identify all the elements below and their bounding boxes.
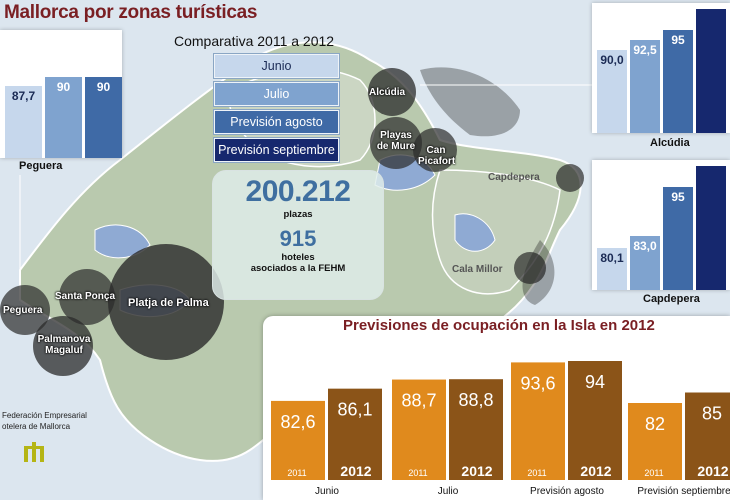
bar-2012-3	[685, 392, 730, 480]
hoteles-value: 915	[279, 226, 317, 251]
panel-title-capdepera: Capdepera	[643, 293, 700, 305]
zone-circle-peguera	[0, 285, 50, 335]
category-label-0: Junio	[315, 486, 339, 497]
federation-line2: otelera de Mallorca	[2, 422, 71, 431]
zone-label-playas-de-muro: Playas de Mure	[376, 130, 416, 152]
zone-label-alcudia: Alcúdia	[369, 87, 406, 98]
comparison-subtitle: Comparativa 2011 a 2012	[174, 33, 335, 49]
category-label-2: Previsión agosto	[530, 486, 604, 497]
zone-label-santa-ponca: Santa Ponça	[55, 291, 116, 302]
zone-circle-can-picafort	[413, 128, 457, 172]
zone-label-capdepera: Capdepera	[488, 172, 540, 183]
bar-2011-0	[271, 400, 325, 480]
federation-logo	[24, 442, 44, 462]
bar-agosto: 90	[84, 77, 122, 158]
bar-junio: 87,7	[4, 86, 42, 158]
bar-junio: 80,1	[596, 248, 627, 290]
value-label-2012-3: 85	[702, 404, 722, 424]
region-blue-3	[94, 224, 151, 259]
year-label-2012-3: 2012	[697, 463, 728, 479]
year-label-2011-0: 2011	[287, 468, 306, 478]
bar-agosto: 95	[662, 187, 693, 290]
value-label-2011-1: 88,7	[401, 391, 436, 411]
zone-circle-cala-millor	[514, 252, 546, 284]
panel-alcudia: 90,0 92,5 95	[592, 3, 730, 133]
bar-2011-2	[511, 362, 565, 480]
federation-name: Federación Empresarial otelera de Mallor…	[2, 410, 87, 432]
zone-label-peguera: Peguera	[3, 305, 43, 316]
bar-2011-1	[392, 379, 446, 480]
bar-2012-1	[449, 379, 503, 480]
value-label-2011-2: 93,6	[520, 373, 555, 393]
year-label-2012-2: 2012	[580, 463, 611, 479]
panel-title-alcudia: Alcúdia	[650, 137, 690, 149]
year-label-2011-2: 2011	[527, 468, 546, 478]
region-blue-2	[454, 213, 496, 252]
legend: Junio Julio Previsión agosto Previsión s…	[214, 54, 339, 166]
legend-item-septiembre: Previsión septiembre	[214, 138, 339, 162]
zone-circle-palmanova	[33, 316, 93, 376]
category-label-1: Julio	[438, 486, 459, 497]
page-title: Mallorca por zonas turísticas	[4, 2, 258, 23]
value-label-2012-2: 94	[585, 372, 605, 392]
panel-capdepera: 80,1 83,0 95	[592, 160, 730, 290]
bar-agosto: 95	[662, 30, 693, 133]
federation-line1: Federación Empresarial	[2, 411, 87, 420]
zone-circle-playas-de-muro	[370, 117, 422, 169]
zone-label-cala-millor: Cala Millor	[452, 264, 503, 275]
year-label-2012-1: 2012	[461, 463, 492, 479]
bar-julio: 90	[44, 77, 82, 158]
zone-circle-capdepera	[556, 164, 584, 192]
bar-2011-3	[628, 403, 682, 480]
bar-2012-0	[328, 388, 382, 480]
value-label-2011-0: 82,6	[280, 412, 315, 432]
plazas-value: 200.212	[245, 175, 351, 208]
legend-item-junio: Junio	[214, 54, 339, 78]
panel-peguera: 87,7 90 90	[0, 30, 122, 158]
bar-julio: 92,5	[629, 40, 660, 133]
hoteles-sublabel: asociados a la FEHM	[250, 263, 346, 274]
bar-2012-2	[568, 361, 622, 480]
bar-septiembre	[695, 9, 726, 133]
zone-label-platja-de-palma: Platja de Palma	[128, 297, 209, 309]
legend-item-julio: Julio	[214, 82, 339, 106]
value-label-2012-0: 86,1	[337, 400, 372, 420]
hoteles-label: hoteles	[281, 252, 315, 263]
value-label-2012-1: 88,8	[458, 390, 493, 410]
coast-shadow-e	[522, 240, 555, 305]
year-label-2012-0: 2012	[340, 463, 371, 479]
forecast-title: Previsiones de ocupación en la Isla en 2…	[343, 317, 655, 334]
zone-label-palmanova: Palmanova Magaluf	[37, 334, 91, 356]
zone-circle-santa-ponca	[59, 269, 115, 325]
bar-septiembre	[695, 166, 726, 290]
year-label-2011-3: 2011	[644, 468, 663, 478]
stats-box: 200.212 plazas 915 hoteles asociados a l…	[212, 170, 384, 300]
category-label-3: Previsión septiembre	[637, 486, 730, 497]
zone-circle-alcudia	[368, 68, 416, 116]
legend-item-agosto: Previsión agosto	[214, 110, 339, 134]
zone-label-can-picafort: Can Picafort	[418, 145, 456, 167]
bar-junio: 90,0	[596, 50, 627, 133]
plazas-label: plazas	[283, 209, 313, 220]
bar-julio: 83,0	[629, 236, 660, 290]
value-label-2011-3: 82	[645, 414, 665, 434]
zone-circle-platja-de-palma	[108, 244, 224, 360]
zone-circles	[0, 68, 584, 376]
panel-title-peguera: Peguera	[19, 160, 63, 172]
year-label-2011-1: 2011	[408, 468, 427, 478]
